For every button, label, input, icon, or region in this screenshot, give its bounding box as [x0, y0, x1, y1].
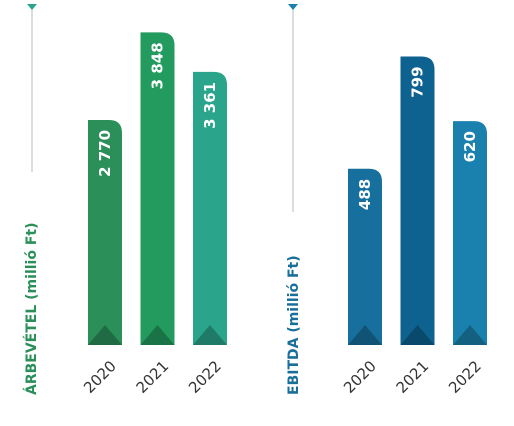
y-axis-label: EBITDA (millió Ft) [286, 255, 302, 395]
value-label: 488 [356, 179, 374, 210]
bar [348, 168, 382, 345]
bar [453, 121, 487, 345]
bar [193, 71, 227, 345]
value-label: 3 361 [201, 82, 219, 129]
bar-decor [140, 325, 175, 345]
bar [400, 56, 435, 345]
bar-decor [400, 325, 435, 345]
value-label: 3 848 [149, 42, 167, 89]
bar [88, 119, 122, 345]
x-tick-label: 2022 [185, 357, 225, 397]
bar [140, 32, 175, 345]
decor-arrow [27, 4, 37, 10]
bar-decor [453, 325, 487, 345]
bar-decor [193, 325, 227, 345]
y-axis-label: ÁRBEVÉTEL (millió Ft) [23, 223, 40, 395]
x-tick-label: 2020 [340, 357, 380, 397]
bar-decor [348, 325, 382, 345]
x-tick-label: 2020 [80, 357, 120, 397]
x-tick-label: 2021 [393, 357, 433, 397]
x-tick-label: 2022 [445, 357, 485, 397]
value-label: 799 [409, 66, 427, 97]
bar-decor [88, 325, 122, 345]
value-label: 2 770 [96, 130, 114, 177]
x-tick-label: 2021 [133, 357, 173, 397]
decor-arrow [288, 4, 298, 10]
value-label: 620 [461, 131, 479, 162]
